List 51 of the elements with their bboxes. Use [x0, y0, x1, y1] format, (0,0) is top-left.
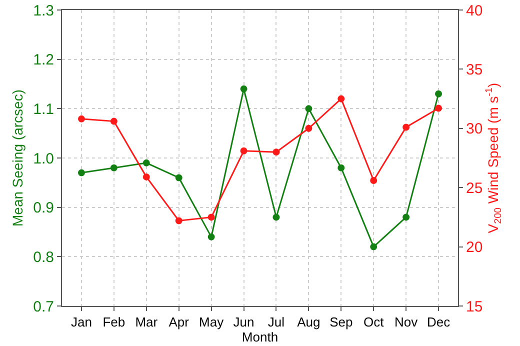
y2-tick-label: 25 [466, 180, 483, 197]
y2-tick-label: 15 [466, 298, 483, 316]
point [208, 233, 215, 240]
point [175, 217, 182, 224]
point [240, 85, 248, 92]
point [305, 105, 312, 112]
point [370, 177, 378, 184]
point [110, 164, 118, 172]
point [175, 174, 182, 182]
y-tick-label: 0.9 [33, 200, 54, 217]
y2-tick-label: 40 [466, 2, 483, 20]
y-tick-label: 1.2 [33, 52, 54, 69]
point [208, 214, 215, 221]
point [402, 214, 410, 221]
x-tick-label: May [199, 314, 224, 330]
x-tick-label: Nov [394, 314, 418, 330]
x-tick-label: Jul [268, 314, 285, 330]
point [402, 124, 410, 131]
y-axis-title: Mean Seeing (arcsec) [10, 90, 26, 226]
y2-tick-label: 30 [466, 120, 483, 138]
point [435, 90, 442, 98]
x-tick-label: Mar [135, 314, 158, 330]
y-tick-label: 1.0 [33, 150, 54, 168]
x-tick-label: Aug [297, 314, 320, 330]
point [305, 124, 312, 132]
point [78, 115, 85, 122]
point [338, 164, 345, 172]
y-tick-label: 0.7 [33, 298, 54, 316]
x-axis-title: Month [242, 330, 278, 345]
point [110, 118, 118, 125]
point [272, 148, 280, 156]
y-tick-label: 1.1 [33, 100, 54, 118]
y2-tick-label: 20 [466, 239, 483, 256]
y-tick-label: 0.8 [33, 248, 54, 266]
point [240, 147, 248, 154]
x-tick-label: Oct [363, 314, 384, 330]
point [142, 173, 150, 180]
point [370, 243, 378, 250]
x-tick-label: Jun [233, 314, 254, 330]
point [142, 159, 150, 166]
x-tick-label: Apr [168, 314, 190, 330]
y-tick-label: 1.3 [33, 2, 54, 20]
x-tick-label: Feb [102, 314, 126, 330]
point [338, 95, 345, 102]
x-tick-label: Jan [70, 314, 92, 330]
point [435, 104, 442, 112]
point [272, 214, 280, 221]
y2-tick-label: 35 [466, 61, 483, 78]
x-tick-label: Dec [426, 314, 451, 330]
x-tick-label: Sep [330, 314, 353, 330]
point [78, 169, 85, 176]
